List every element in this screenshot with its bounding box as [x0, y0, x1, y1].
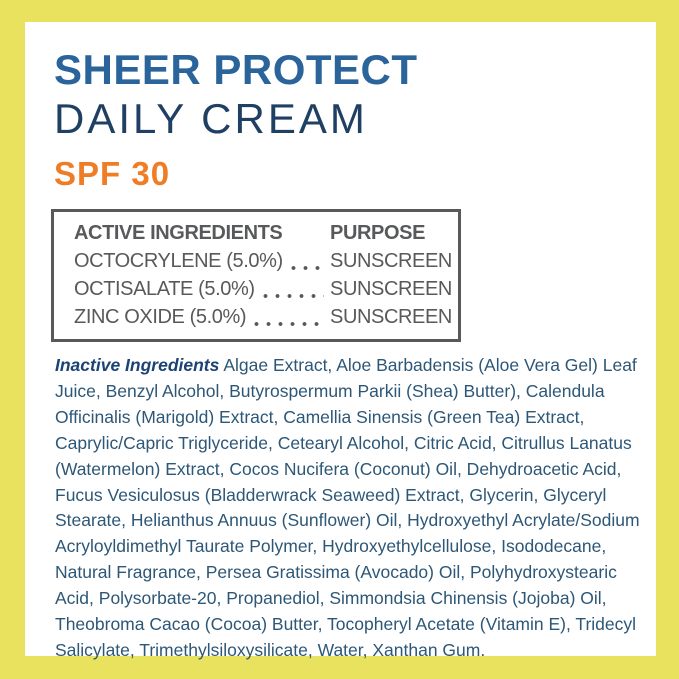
dot-leader	[254, 321, 324, 327]
ingredient-purpose: SUNSCREEN	[330, 278, 452, 300]
table-row: OCTOCRYLENE (5.0%) SUNSCREEN	[74, 250, 452, 278]
purpose-header: PURPOSE	[330, 222, 426, 244]
table-header-row: ACTIVE INGREDIENTS PURPOSE	[74, 222, 442, 250]
product-name: SHEER PROTECT	[54, 46, 418, 93]
active-ingredients-table: ACTIVE INGREDIENTS PURPOSE OCTOCRYLENE (…	[51, 209, 461, 342]
product-subtitle: DAILY CREAM	[54, 95, 368, 142]
dot-leader	[290, 265, 324, 271]
active-ingredients-header: ACTIVE INGREDIENTS	[74, 222, 283, 244]
product-label-card: SHEER PROTECT DAILY CREAM SPF 30 ACTIVE …	[25, 22, 656, 660]
inactive-ingredients-label: Inactive Ingredients	[55, 355, 220, 375]
table-row: ZINC OXIDE (5.0%) SUNSCREEN	[74, 306, 452, 334]
ingredient-name: OCTISALATE (5.0%)	[74, 278, 255, 300]
ingredient-purpose: SUNSCREEN	[330, 250, 452, 272]
ingredient-name: OCTOCRYLENE (5.0%)	[74, 250, 283, 272]
inactive-ingredients-list: Algae Extract, Aloe Barbadensis (Aloe Ve…	[55, 355, 640, 660]
inactive-ingredients-text: Inactive Ingredients Algae Extract, Aloe …	[55, 353, 649, 664]
table-body: OCTOCRYLENE (5.0%) SUNSCREEN OCTISALATE (5…	[74, 250, 452, 334]
ingredient-name: ZINC OXIDE (5.0%)	[74, 306, 247, 328]
dot-leader	[262, 293, 324, 299]
ingredient-purpose: SUNSCREEN	[330, 306, 452, 328]
spf-badge: SPF 30	[54, 155, 171, 192]
table-row: OCTISALATE (5.0%) SUNSCREEN	[74, 278, 452, 306]
